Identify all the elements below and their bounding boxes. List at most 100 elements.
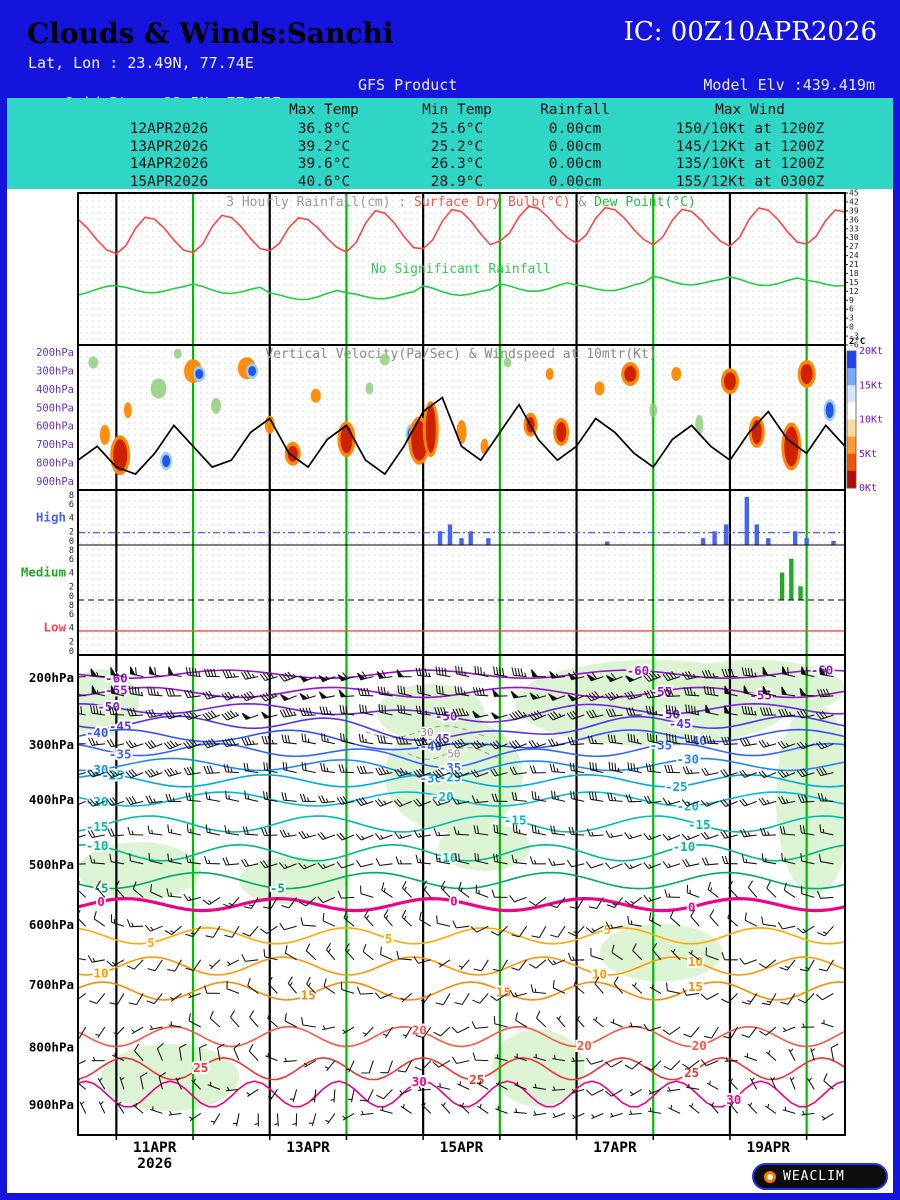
table-header-cell: Rainfall (540, 102, 610, 118)
svg-text:50: 50 (447, 747, 460, 760)
temp-contour-15 (78, 981, 845, 1001)
temp-contour--15 (78, 815, 845, 833)
svg-text:-60: -60 (627, 663, 650, 678)
svg-text:0: 0 (69, 537, 74, 547)
svg-text:800hPa: 800hPa (29, 1040, 74, 1055)
cloud-cover-panel (78, 490, 845, 655)
table-cell (7, 173, 85, 191)
svg-text:600hPa: 600hPa (29, 917, 74, 932)
dew-point-curve (77, 275, 846, 301)
table-cell: 25.6°C (430, 121, 484, 137)
temp-contour--35 (78, 742, 845, 769)
svg-text:-15: -15 (504, 813, 527, 828)
svg-text:6: 6 (69, 500, 74, 510)
svg-text:20Kt: 20Kt (859, 346, 883, 357)
temp-contour--10 (78, 843, 845, 862)
svg-text:10: 10 (592, 967, 607, 982)
svg-text:0: 0 (69, 592, 74, 602)
svg-text:10: 10 (688, 954, 703, 969)
table-cell: 36.8°C (297, 121, 351, 137)
latlon-label: Lat, Lon : 23.49N, 77.74E (28, 54, 254, 72)
svg-text:3: 3 (849, 314, 854, 323)
svg-text:-50: -50 (97, 699, 120, 714)
title-station: Sanchi (286, 17, 394, 50)
svg-text:13APR: 13APR (286, 1140, 330, 1156)
svg-text:2°C: 2°C (849, 337, 865, 347)
svg-text:2026: 2026 (137, 1156, 172, 1172)
svg-text:10: 10 (93, 966, 108, 981)
svg-text:-3: -3 (849, 332, 859, 341)
svg-text:-45: -45 (669, 716, 692, 731)
svg-text:8: 8 (69, 601, 74, 611)
high-cloud-bar (468, 531, 473, 545)
table-cell: 39.6°C (297, 156, 351, 172)
svg-text:-45: -45 (109, 719, 132, 734)
high-cloud-bar (486, 538, 491, 545)
svg-text:4: 4 (69, 569, 74, 579)
table-header-cell (85, 101, 253, 119)
svg-text:19APR: 19APR (746, 1140, 790, 1156)
table-cell (869, 138, 893, 156)
high-cloud-bar (723, 524, 729, 545)
header-row3: Grid Pt : 23.5N, 77.75E GFS Product Mode… (28, 76, 875, 112)
temp-contour--55 (78, 686, 845, 699)
rh-shading (78, 659, 845, 1111)
svg-text:-35: -35 (109, 746, 132, 761)
svg-text:2: 2 (69, 582, 74, 592)
svg-text:300hPa: 300hPa (29, 737, 74, 752)
svg-text:6: 6 (849, 305, 854, 314)
weaclim-logo: WEACLIM (752, 1163, 888, 1190)
high-cloud-bar (437, 531, 443, 545)
vertical-velocity-panel (78, 345, 845, 490)
svg-text:25: 25 (469, 1072, 484, 1087)
svg-text:39: 39 (849, 206, 859, 215)
svg-text:200hPa: 200hPa (36, 347, 74, 359)
temp-contour--25 (78, 773, 845, 788)
table-row: 14APR2026 39.6°C 26.3°C 0.00cm 135/10Kt at 1… (7, 155, 893, 173)
table-header-cell: Max Temp (289, 102, 359, 118)
svg-text:30: 30 (420, 726, 433, 739)
svg-text:30: 30 (726, 1092, 741, 1107)
svg-text:-5: -5 (270, 881, 285, 896)
table-row: 15APR2026 40.6°C 28.9°C 0.00cm 155/12Kt at 0… (7, 173, 893, 191)
table-header-cell (869, 101, 893, 119)
table-cell: 150/10Kt at 1200Z (675, 121, 825, 137)
svg-text:25: 25 (684, 1065, 699, 1080)
init-condition-label: IC: 00Z10APR2026 (623, 17, 877, 47)
svg-text:0: 0 (450, 893, 458, 908)
svg-text:36: 36 (849, 215, 859, 224)
svg-text:4: 4 (69, 514, 74, 524)
svg-text:-40: -40 (86, 725, 109, 740)
svg-text:5: 5 (147, 935, 155, 950)
table-cell (7, 120, 85, 138)
svg-text:No Significant Rainfall: No Significant Rainfall (371, 262, 551, 277)
temp-contour-5 (78, 926, 845, 945)
svg-text:9: 9 (849, 296, 854, 305)
svg-text:30: 30 (412, 1074, 427, 1089)
table-cell: 28.9°C (430, 173, 484, 190)
svg-text:500hPa: 500hPa (36, 402, 74, 414)
svg-text:27: 27 (849, 242, 859, 251)
svg-text:45: 45 (849, 189, 859, 198)
product-label: GFS Product (358, 76, 458, 94)
svg-text:900hPa: 900hPa (29, 1097, 74, 1112)
table-header-cell (7, 101, 85, 119)
svg-text:25: 25 (193, 1060, 208, 1075)
high-cloud-bar (712, 531, 717, 545)
svg-text:-5: -5 (93, 881, 108, 896)
svg-text:15: 15 (301, 988, 316, 1003)
svg-text:24: 24 (849, 251, 859, 260)
temp-contour--50 (78, 702, 845, 723)
svg-text:5: 5 (603, 922, 611, 937)
svg-text:0: 0 (97, 894, 105, 909)
weaclim-logo-text: WEACLIM (783, 1169, 845, 1184)
svg-text:0Kt: 0Kt (859, 483, 877, 494)
temp-contour--40 (78, 728, 845, 751)
table-cell (7, 155, 85, 173)
svg-text:-6: -6 (849, 341, 859, 350)
model-elev-label: Model Elv :439.419m (703, 76, 875, 94)
table-cell: 145/12Kt at 1200Z (675, 138, 825, 155)
table-cell: 135/10Kt at 1200Z (675, 156, 825, 172)
table-cell: 0.00cm (548, 121, 602, 137)
